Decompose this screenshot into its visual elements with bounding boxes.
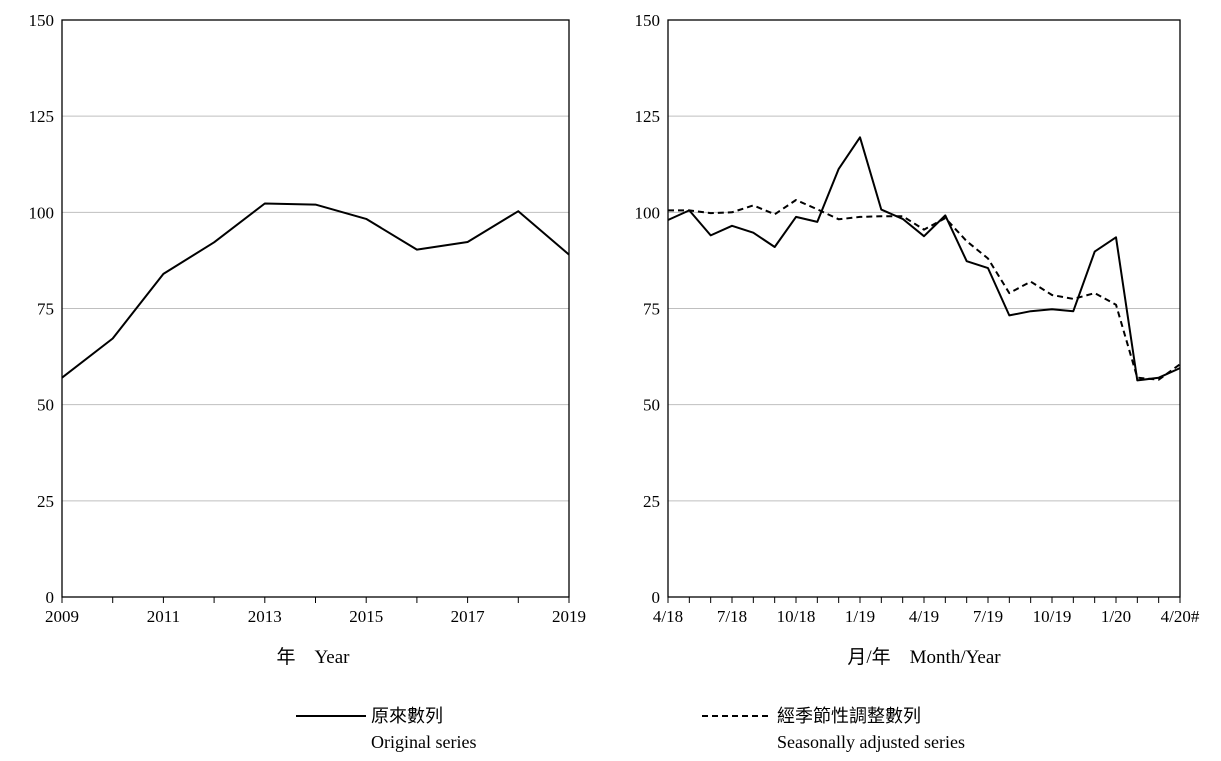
legend-label-en: Original series [371,732,476,752]
annual-x-axis-label: 年 Year [276,646,350,668]
legend-item-seasonally-adjusted: 經季節性調整數列 Seasonally adjusted series [702,706,965,752]
annual-y-tick-label: 75 [37,300,54,319]
monthly-x-tick-label: 4/18 [653,607,683,626]
annual-x-tick-label: 2015 [349,607,383,626]
monthly-x-tick-label: 10/19 [1033,607,1072,626]
monthly-y-tick-label: 25 [643,492,660,511]
monthly-y-tick-label: 0 [652,588,661,607]
annual-x-tick-label: 2013 [248,607,282,626]
monthly-x-axis-label: 月/年 Month/Year [847,646,1001,668]
annual-x-tick-label: 2019 [552,607,586,626]
monthly-y-tick-label: 150 [635,11,661,30]
legend-label-en: Seasonally adjusted series [777,732,965,752]
monthly-y-tick-label: 125 [635,107,661,126]
annual-y-tick-label: 25 [37,492,54,511]
monthly-x-tick-label: 10/18 [777,607,816,626]
legend-label-zh: 原來數列 [371,706,443,726]
annual-x-tick-label: 2011 [147,607,180,626]
monthly-y-tick-label: 100 [635,203,661,222]
annual-x-tick-label: 2009 [45,607,79,626]
monthly-x-tick-label: 7/19 [973,607,1003,626]
monthly-x-tick-label: 4/20# [1161,607,1200,626]
monthly-x-tick-label: 7/18 [717,607,747,626]
monthly-chart-panel: 0 25 50 75 100 125 150 4/18 7/18 10/18 1/19 4/19 7/1… [635,11,1200,626]
annual-y-tick-label: 125 [29,107,55,126]
monthly-x-tick-label: 4/19 [909,607,939,626]
legend: 原來數列 Original series 經季節性調整數列 Seasonally… [296,706,965,752]
annual-original-series-line [61,202,570,379]
annual-y-tick-label: 100 [29,203,55,222]
monthly-x-tick-label: 1/19 [845,607,875,626]
monthly-x-tick-label: 1/20 [1101,607,1131,626]
annual-x-tick-label: 2017 [451,607,486,626]
legend-item-original: 原來數列 Original series [296,706,476,752]
annual-y-tick-label: 0 [46,588,55,607]
monthly-original-series-line [667,136,1181,382]
annual-y-tick-label: 150 [29,11,55,30]
annual-chart-panel: 0 25 50 75 100 125 150 2009 2011 2013 2015 2017 2019 [29,11,587,626]
legend-label-zh: 經季節性調整數列 [777,706,921,726]
monthly-seasonally-adjusted-series-line [668,199,1181,381]
monthly-y-tick-label: 75 [643,300,660,319]
monthly-y-tick-label: 50 [643,396,660,415]
annual-y-tick-label: 50 [37,396,54,415]
